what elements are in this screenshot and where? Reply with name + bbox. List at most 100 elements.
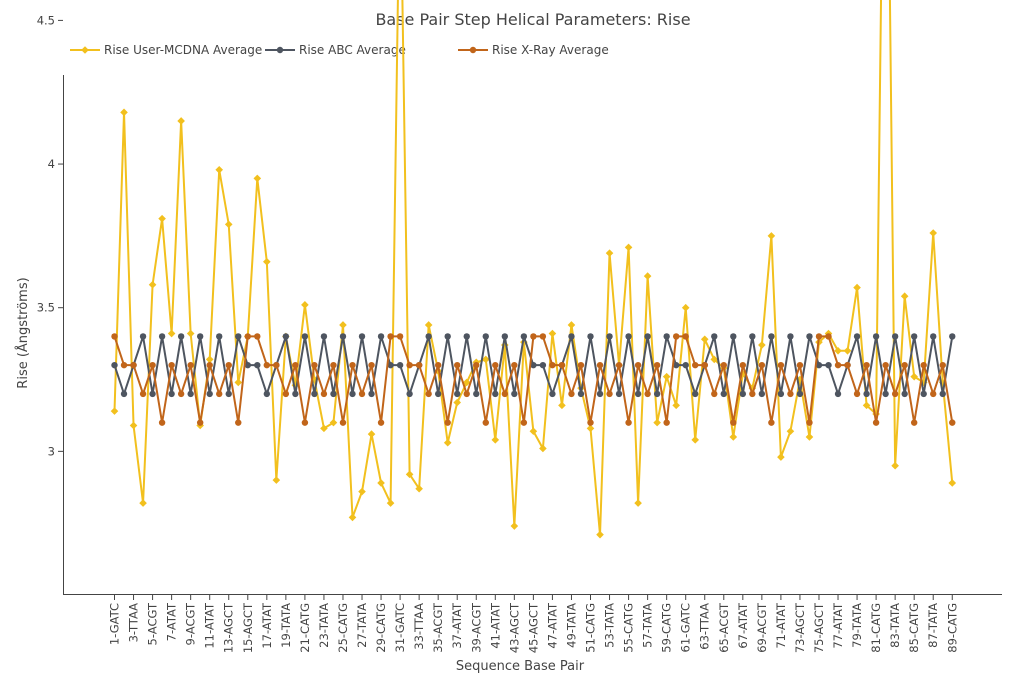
data-point[interactable] [844,361,851,369]
data-point[interactable] [511,361,518,369]
data-point[interactable] [216,390,223,398]
data-point[interactable] [510,522,519,530]
data-point[interactable] [444,333,451,340]
data-point[interactable] [586,424,595,433]
data-point[interactable] [454,390,461,398]
data-point[interactable] [653,361,661,369]
data-point[interactable] [292,390,299,398]
data-point[interactable] [729,433,738,441]
data-point[interactable] [777,361,785,369]
data-point[interactable] [625,419,632,426]
data-point[interactable] [186,329,195,338]
data-point[interactable] [358,390,366,398]
data-point[interactable] [282,390,290,398]
data-point[interactable] [301,419,309,426]
data-point[interactable] [396,333,404,340]
data-point[interactable] [930,390,937,398]
data-point[interactable] [834,390,842,398]
data-point[interactable] [282,333,290,340]
data-point[interactable] [254,361,261,369]
data-point[interactable] [320,424,328,433]
data-point[interactable] [891,333,899,340]
data-point[interactable] [206,361,213,369]
data-point[interactable] [920,361,927,369]
data-point[interactable] [349,361,356,369]
data-point[interactable] [663,333,670,340]
data-point[interactable] [787,390,794,398]
data-point[interactable] [139,333,147,340]
data-point[interactable] [311,390,318,398]
data-point[interactable] [501,390,509,398]
data-point[interactable] [387,361,394,369]
data-point[interactable] [368,390,375,398]
data-point[interactable] [777,453,785,461]
data-point[interactable] [701,361,708,369]
data-point[interactable] [177,117,185,125]
data-point[interactable] [920,390,927,398]
data-point[interactable] [901,361,908,369]
data-point[interactable] [263,361,271,369]
data-point[interactable] [596,530,604,539]
data-point[interactable] [320,333,328,340]
data-point[interactable] [682,361,689,369]
data-point[interactable] [292,361,299,369]
data-point[interactable] [244,361,251,369]
data-point[interactable] [692,361,699,369]
data-point[interactable] [605,249,614,257]
data-point[interactable] [386,499,395,507]
data-point[interactable] [111,333,118,340]
data-point[interactable] [130,361,137,369]
data-point[interactable] [739,361,747,369]
legend-item[interactable]: Rise User-MCDNA Average [70,43,262,57]
data-point[interactable] [929,229,938,237]
data-point[interactable] [301,333,309,340]
data-point[interactable] [329,418,338,427]
data-point[interactable] [539,361,547,369]
data-point[interactable] [234,378,243,387]
data-point[interactable] [254,333,261,340]
data-point[interactable] [443,438,452,447]
data-point[interactable] [853,283,861,292]
data-point[interactable] [463,390,470,398]
data-point[interactable] [948,479,957,487]
data-point[interactable] [720,390,727,398]
data-point[interactable] [368,361,375,369]
data-point[interactable] [749,333,756,340]
data-point[interactable] [672,361,680,369]
data-point[interactable] [187,361,194,369]
data-point[interactable] [482,333,489,340]
data-point[interactable] [768,333,775,340]
data-point[interactable] [882,390,889,398]
data-point[interactable] [796,390,804,398]
data-point[interactable] [624,243,633,252]
data-point[interactable] [434,361,442,369]
data-point[interactable] [349,390,356,398]
data-point[interactable] [235,333,242,340]
data-point[interactable] [339,321,347,329]
data-point[interactable] [692,390,699,398]
data-point[interactable] [358,333,366,340]
data-point[interactable] [263,257,271,266]
data-point[interactable] [577,361,585,369]
data-point[interactable] [634,499,642,507]
data-point[interactable] [643,272,652,280]
data-point[interactable] [454,361,461,369]
data-point[interactable] [167,329,176,338]
data-point[interactable] [853,390,861,398]
data-point[interactable] [758,361,766,369]
data-point[interactable] [225,361,232,369]
data-point[interactable] [863,361,870,369]
data-point[interactable] [481,355,490,364]
data-point[interactable] [406,390,413,398]
data-point[interactable] [206,390,213,398]
data-point[interactable] [529,427,538,436]
data-point[interactable] [939,361,946,369]
data-point[interactable] [872,333,880,340]
data-point[interactable] [834,361,842,369]
data-point[interactable] [377,419,385,426]
data-point[interactable] [730,419,737,426]
data-point[interactable] [891,390,899,398]
data-point[interactable] [473,390,480,398]
data-point[interactable] [949,419,956,426]
data-point[interactable] [253,174,262,183]
